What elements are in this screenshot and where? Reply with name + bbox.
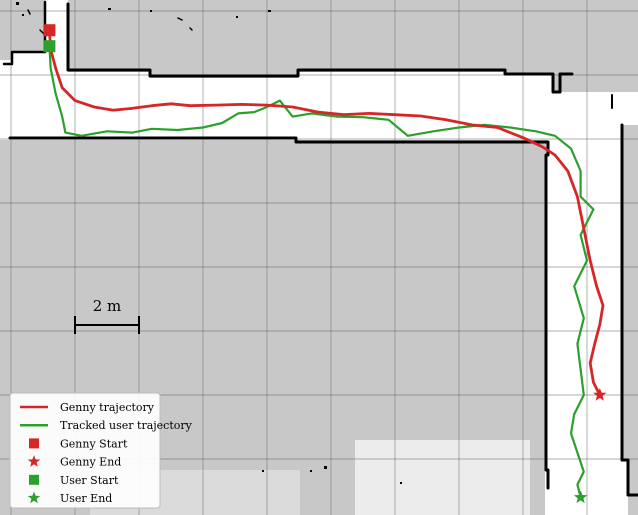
legend-label: User Start — [60, 474, 119, 487]
user-trajectory-line — [48, 45, 595, 499]
legend-entry: Genny End — [27, 455, 121, 469]
scale-bar — [74, 316, 140, 334]
legend-items: Genny trajectory Tracked user trajectory G… — [20, 401, 193, 505]
legend-star-swatch — [27, 491, 41, 504]
legend-entry: Tracked user trajectory — [20, 419, 193, 432]
genny-end-marker — [593, 388, 607, 401]
user-start-marker — [43, 40, 56, 53]
occupied-walls — [2, 0, 638, 497]
genny-trajectory-line — [48, 28, 605, 397]
wall-speckles — [16, 2, 402, 484]
scale-bar-label: 2 m — [93, 297, 122, 315]
legend: Genny trajectory Tracked user trajectory G… — [9, 392, 193, 509]
legend-entry: User End — [27, 491, 112, 505]
legend-square-swatch — [29, 438, 39, 449]
legend-label: Genny Start — [60, 437, 128, 450]
legend-box — [9, 392, 161, 509]
legend-label: User End — [60, 492, 112, 505]
legend-label: Genny End — [60, 456, 121, 469]
legend-square-swatch — [29, 474, 39, 485]
legend-entry: Genny Start — [29, 437, 128, 450]
legend-entry: Genny trajectory — [20, 401, 155, 414]
trajectory-layer — [43, 24, 607, 504]
legend-label: Tracked user trajectory — [60, 419, 193, 432]
legend-star-swatch — [27, 455, 41, 467]
legend-label: Genny trajectory — [60, 401, 155, 414]
legend-entry: User Start — [29, 474, 119, 487]
user-end-marker — [573, 490, 588, 504]
genny-start-marker — [43, 24, 56, 37]
